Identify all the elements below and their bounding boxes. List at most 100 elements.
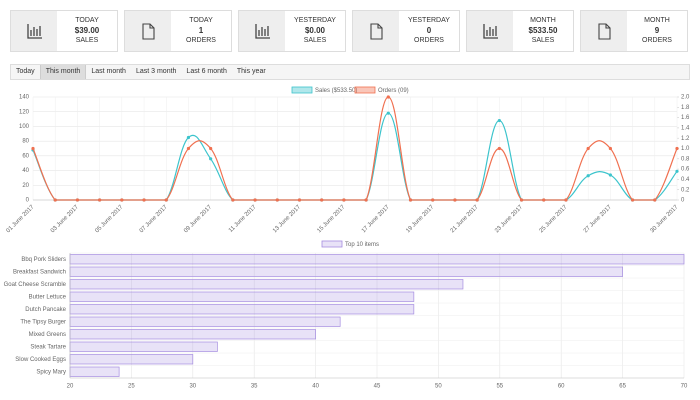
x-tick-label: 23 June 2017 bbox=[494, 204, 524, 234]
x-tick-label: 35 bbox=[251, 384, 258, 390]
legend-swatch bbox=[321, 240, 343, 248]
point bbox=[408, 198, 413, 202]
card-icon bbox=[11, 11, 57, 51]
point bbox=[542, 198, 546, 202]
y2-tick-label: 1.6 bbox=[681, 115, 690, 121]
x-tick-label: 03 June 2017 bbox=[50, 204, 80, 234]
legend-swatch bbox=[291, 86, 313, 94]
y-tick-label: Butter Lettuce bbox=[29, 294, 67, 300]
point bbox=[475, 198, 479, 202]
card-metric: SALES bbox=[303, 37, 327, 44]
x-tick-label: 11 June 2017 bbox=[228, 204, 258, 234]
point bbox=[453, 198, 457, 202]
tab[interactable]: Last 6 month bbox=[186, 68, 227, 75]
point bbox=[386, 111, 390, 115]
tab[interactable]: Last month bbox=[91, 68, 126, 75]
card-icon bbox=[239, 11, 285, 51]
y2-tick-label: 0.8 bbox=[681, 156, 690, 162]
card-metric: ORDERS bbox=[186, 37, 216, 44]
card-text: YESTERDAY $0.00 SALES bbox=[285, 16, 345, 46]
point bbox=[519, 198, 524, 202]
y-tick-label: Bbq Pork Sliders bbox=[21, 257, 66, 263]
x-tick-label: 30 bbox=[189, 384, 196, 390]
card-value: $533.50 bbox=[528, 26, 558, 35]
tab[interactable]: Last 3 month bbox=[135, 68, 177, 75]
card-value: $39.00 bbox=[74, 26, 100, 35]
point bbox=[53, 198, 57, 202]
charts: 0 20 40 60 80 100 120 140 0 0.2 0.4 0.6 0.8 1.0 1.2 1.4… bbox=[4, 86, 690, 390]
card-metric: ORDERS bbox=[642, 37, 672, 44]
point bbox=[320, 198, 324, 202]
card-metric: SALES bbox=[75, 37, 99, 44]
card-text: TODAY 1 ORDERS bbox=[171, 16, 231, 46]
point bbox=[675, 146, 679, 151]
point bbox=[608, 173, 612, 177]
point bbox=[253, 198, 257, 202]
period-tabs: Today This month Last month Last 3 month Las… bbox=[10, 64, 690, 80]
card-metric: SALES bbox=[531, 37, 555, 44]
bar bbox=[69, 279, 464, 290]
tab[interactable]: This month bbox=[39, 65, 87, 79]
point bbox=[164, 198, 168, 202]
y2-tick-label: 0 bbox=[681, 198, 685, 204]
icon bbox=[370, 23, 383, 40]
series-line bbox=[32, 96, 678, 201]
bar bbox=[69, 266, 623, 277]
x-tick-label: 09 June 2017 bbox=[183, 204, 213, 234]
icon bbox=[598, 23, 611, 40]
card-icon bbox=[467, 11, 513, 51]
stat-card: MONTH 9 ORDERS bbox=[580, 10, 688, 52]
x-tick-label: 25 June 2017 bbox=[539, 204, 569, 234]
x-tick-label: 21 June 2017 bbox=[450, 204, 480, 234]
point bbox=[608, 146, 612, 151]
y-tick-label: 140 bbox=[19, 95, 30, 101]
bar bbox=[69, 329, 316, 340]
y2-tick-label: 0.2 bbox=[681, 187, 690, 193]
legend-swatch bbox=[354, 86, 376, 94]
point bbox=[386, 95, 390, 99]
point bbox=[275, 198, 279, 202]
card-text: YESTERDAY 0 ORDERS bbox=[399, 16, 459, 46]
point bbox=[120, 198, 124, 202]
x-tick-label: 25 bbox=[128, 384, 135, 390]
x-tick-label: 17 June 2017 bbox=[361, 204, 391, 234]
y-tick-label: 120 bbox=[19, 109, 30, 115]
point bbox=[186, 146, 191, 151]
card-period: TODAY bbox=[75, 17, 99, 24]
x-tick-label: 01 June 2017 bbox=[6, 204, 36, 234]
point bbox=[209, 146, 213, 151]
y2-tick-label: 1.8 bbox=[681, 105, 690, 111]
bar bbox=[69, 304, 415, 315]
point bbox=[564, 198, 568, 202]
card-metric: ORDERS bbox=[414, 37, 444, 44]
bar bbox=[69, 341, 218, 352]
card-period: YESTERDAY bbox=[294, 17, 336, 24]
x-tick-label: 27 June 2017 bbox=[583, 204, 613, 234]
point bbox=[75, 198, 80, 202]
card-icon bbox=[581, 11, 627, 51]
x-tick-label: 70 bbox=[681, 384, 688, 390]
point bbox=[497, 146, 501, 151]
card-value: 0 bbox=[426, 26, 432, 35]
point bbox=[209, 157, 213, 161]
tab[interactable]: Today bbox=[16, 68, 35, 75]
card-icon bbox=[125, 11, 171, 51]
legend-label: Orders (09) bbox=[378, 88, 409, 94]
y2-tick-label: 1.0 bbox=[681, 146, 690, 152]
card-text: MONTH 9 ORDERS bbox=[627, 16, 687, 46]
bar bbox=[69, 254, 685, 265]
x-tick-label: 65 bbox=[619, 384, 626, 390]
y-tick-label: Slow Cooked Eggs bbox=[15, 357, 66, 363]
tab[interactable]: This year bbox=[236, 68, 266, 75]
x-tick-label: 45 bbox=[374, 384, 381, 390]
x-tick-label: 15 June 2017 bbox=[316, 204, 346, 234]
point bbox=[586, 146, 590, 151]
icon bbox=[483, 24, 498, 39]
bar bbox=[69, 291, 415, 302]
y-tick-label: Mixed Greens bbox=[29, 332, 66, 338]
y2-tick-label: 0.6 bbox=[681, 167, 690, 173]
point bbox=[98, 198, 102, 202]
y2-tick-label: 1.2 bbox=[681, 136, 690, 142]
point bbox=[297, 198, 302, 202]
